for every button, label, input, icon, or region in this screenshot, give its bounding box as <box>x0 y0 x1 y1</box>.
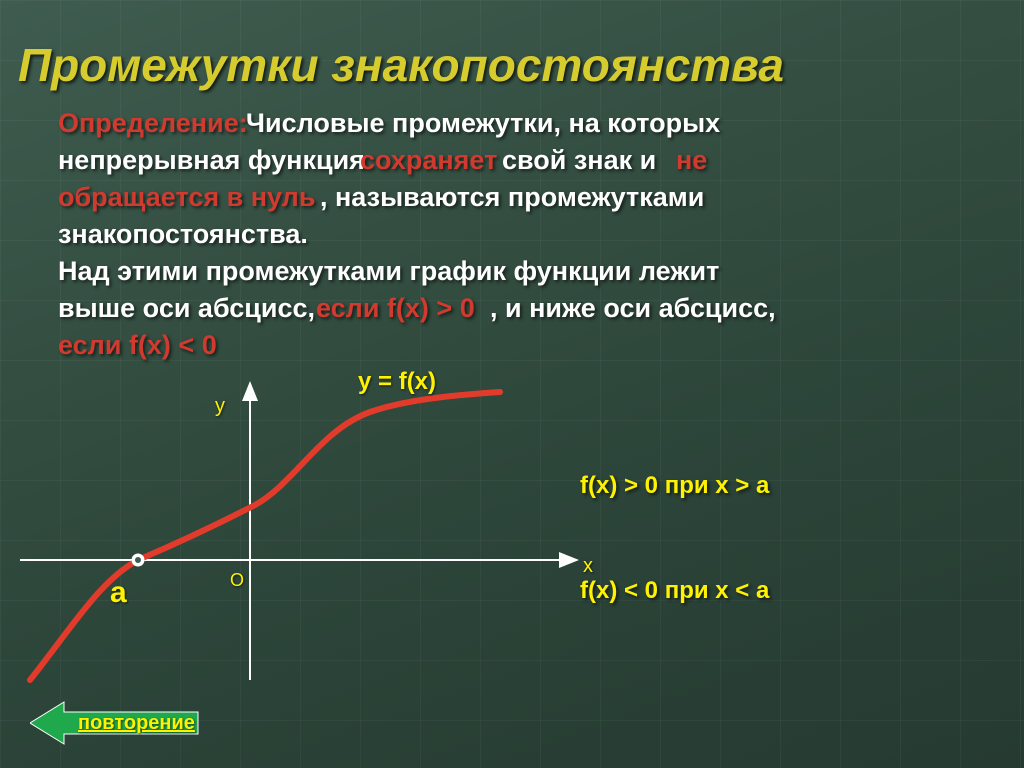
def-line6a: выше оси абсцисс, <box>58 290 315 326</box>
def-line3b: , называются промежутками <box>320 179 704 215</box>
def-part1: Числовые промежутки, на которых <box>246 105 720 141</box>
origin-label: O <box>230 570 244 591</box>
function-label: y = f(x) <box>358 368 436 396</box>
def-not: не <box>676 142 707 178</box>
y-axis-label: y <box>215 395 225 418</box>
condition-negative: f(x) < 0 при x < a <box>580 575 769 607</box>
condition-positive: f(x) > 0 при x > a <box>580 470 769 502</box>
def-line6b: , и ниже оси абсцисс, <box>490 290 776 326</box>
def-line3a: обращается в нуль <box>58 179 315 215</box>
back-button[interactable]: повторение <box>30 700 200 746</box>
def-lead: Определение: <box>58 105 248 141</box>
def-cond1: если f(x) > 0 <box>316 290 475 326</box>
graph-svg <box>10 370 600 700</box>
def-line2b: свой знак и <box>502 142 656 178</box>
def-cond2: если f(x) < 0 <box>58 327 217 363</box>
root-label: a <box>110 576 127 610</box>
def-line5: Над этими промежутками график функции ле… <box>58 253 719 289</box>
function-graph: y x O y = f(x) a <box>10 370 600 700</box>
def-line2a: непрерывная функция <box>58 142 365 178</box>
back-button-label: повторение <box>78 700 198 746</box>
root-point-inner <box>135 557 141 563</box>
function-curve <box>30 392 500 680</box>
def-line4: знакопостоянства. <box>58 216 308 252</box>
def-keeps: сохраняет <box>360 142 497 178</box>
slide-title: Промежутки знакопостоянства <box>18 38 784 92</box>
